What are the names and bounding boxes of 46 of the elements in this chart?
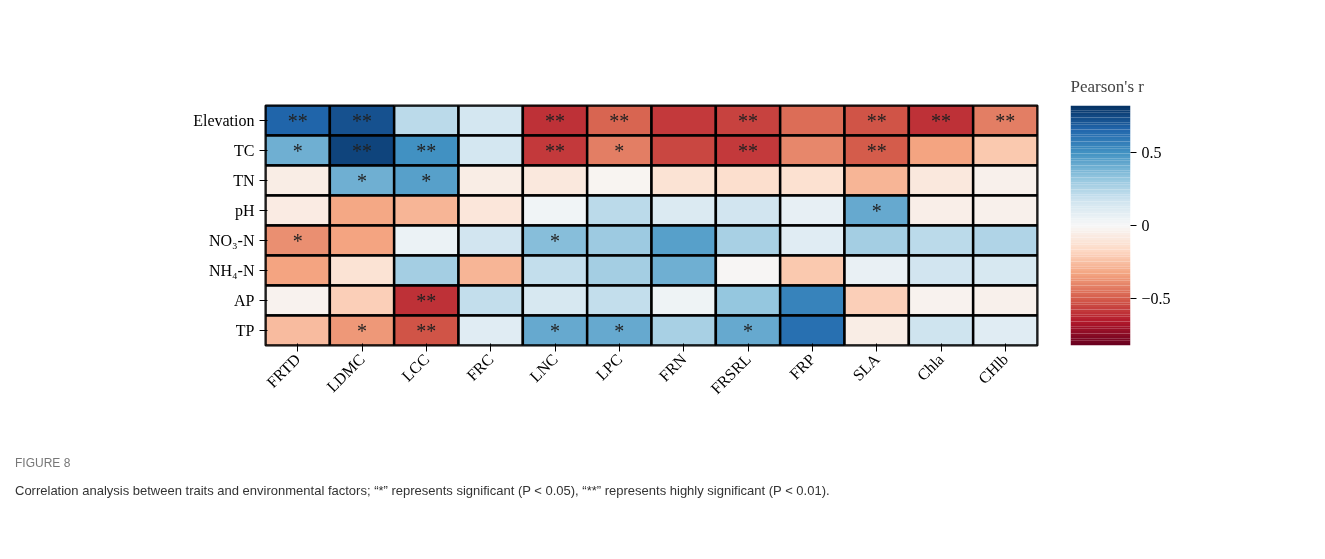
y-tick-label: pH	[234, 202, 255, 220]
x-tick-label: Chla	[913, 350, 948, 384]
data-label: **	[931, 109, 951, 132]
data-label: *	[357, 169, 367, 192]
data-label: **	[995, 109, 1016, 132]
data-label: **	[352, 139, 372, 162]
data-label: *	[357, 319, 367, 342]
x-tick-label: FRC	[463, 350, 497, 384]
data-label: **	[416, 139, 437, 162]
color-bar-label: −0.5	[1141, 290, 1171, 308]
x-tick-label: CHlb	[974, 350, 1012, 388]
y-tick-label: NH₄-N	[208, 262, 255, 279]
data-label: *	[871, 199, 882, 222]
data-label: **	[609, 109, 630, 132]
y-tick-label: Elevation	[193, 112, 255, 129]
data-label: **	[866, 139, 887, 162]
x-tick-label: LPC	[592, 350, 626, 384]
color-bar-label: 0.5	[1141, 143, 1162, 161]
caption: FIGURE 8	[15, 455, 71, 472]
text: Correlation analysis between traits and environmental factors; “*” represents significant (P < 0.05), “**” represents highly significant (P < 0.01).	[15, 482, 830, 501]
data-label: **	[352, 109, 372, 132]
data-label: **	[738, 109, 758, 132]
data-label: *	[550, 319, 560, 342]
data-label: **	[866, 109, 887, 132]
data-label: *	[292, 139, 303, 162]
data-label: **	[545, 139, 565, 162]
y-tick-label: TN	[233, 172, 255, 189]
data-label: **	[416, 289, 437, 312]
data-label: **	[545, 109, 565, 132]
x-tick-label: FRP	[786, 350, 819, 383]
data-label: **	[416, 319, 437, 342]
y-tick-label: AP	[234, 292, 255, 309]
data-label: **	[738, 139, 758, 162]
data-label: *	[292, 229, 303, 252]
data-label: *	[550, 229, 560, 252]
y-tick-label: TC	[234, 142, 255, 159]
x-tick-label: SLA	[849, 350, 883, 384]
data-label: *	[421, 169, 432, 192]
data-label: *	[614, 139, 625, 162]
data-label: *	[743, 319, 753, 342]
data-label: *	[614, 319, 625, 342]
color-bar-label: 0	[1141, 217, 1150, 234]
color-bar-title: Pearson's r	[1070, 76, 1145, 96]
y-tick-label: NO₃-N	[208, 232, 255, 249]
data-label: **	[287, 109, 308, 132]
y-tick-label: TP	[235, 322, 255, 339]
